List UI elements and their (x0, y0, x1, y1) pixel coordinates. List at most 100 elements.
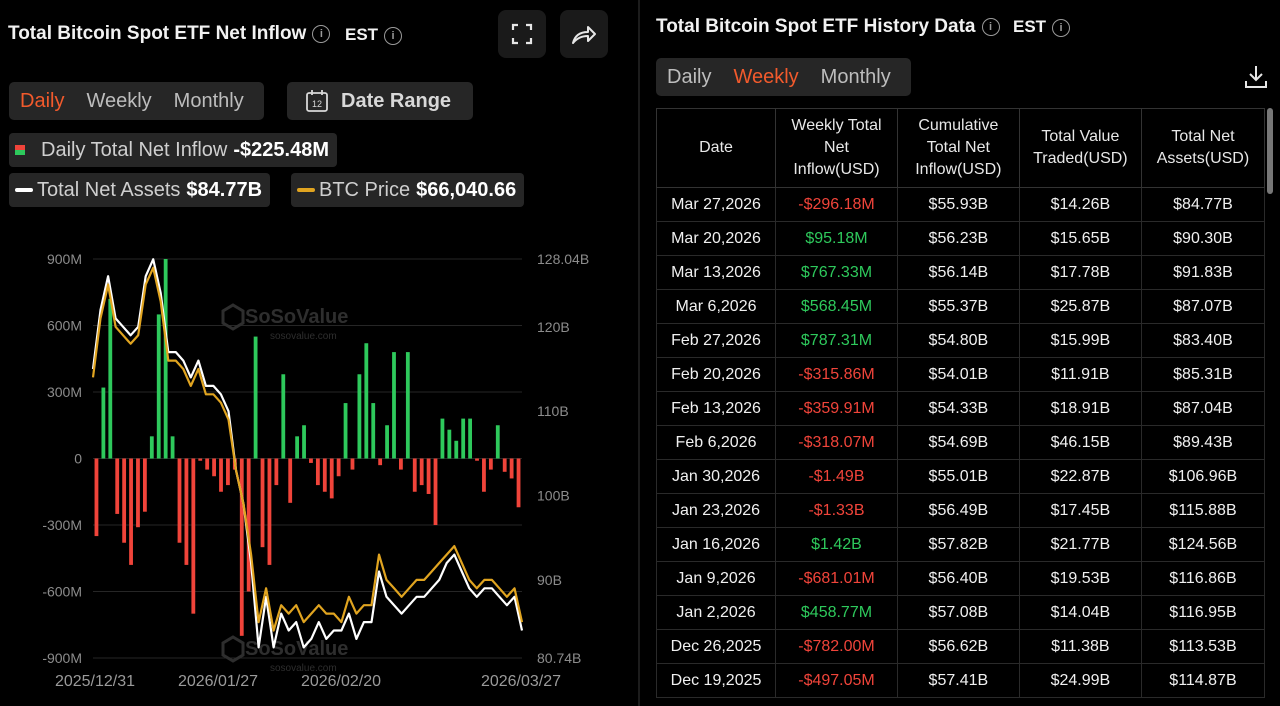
fullscreen-icon (511, 23, 533, 45)
inflow-bar (364, 343, 369, 459)
fullscreen-button[interactable] (498, 10, 546, 58)
x-axis-tick-label: 2026/01/27 (178, 673, 258, 690)
history-timezone-info-icon[interactable]: i (1052, 18, 1071, 37)
inflow-bar (399, 458, 403, 470)
table-row[interactable]: Dec 26,2025 -$782.00M $56.62B $11.38B $113.5… (655, 629, 1266, 664)
history-interval-tabs: Daily Weekly Monthly (656, 58, 911, 96)
column-header[interactable]: Total Value Traded(USD) (1018, 108, 1142, 188)
table-cell: $90.30B (1140, 221, 1266, 256)
inflow-bar (454, 440, 459, 459)
table-row[interactable]: Mar 20,2026 $95.18M $56.23B $15.65B $90.30B (655, 221, 1266, 256)
assets-legend-label: Total Net Assets (37, 178, 181, 201)
interval-tabs: Daily Weekly Monthly (9, 82, 264, 120)
right-axis-tick-label: 110B (537, 403, 569, 419)
column-header[interactable]: Date (655, 108, 777, 188)
inflow-bar (156, 314, 161, 459)
left-axis-tick-label: 900M (47, 251, 82, 267)
column-header-line: Date (699, 139, 733, 156)
table-row[interactable]: Feb 13,2026 -$359.91M $54.33B $18.91B $87.04… (655, 391, 1266, 426)
svg-text:12: 12 (312, 99, 322, 109)
column-header-line: Traded(USD) (1033, 150, 1128, 167)
table-cell: $85.31B (1140, 357, 1266, 392)
table-cell: $57.82B (896, 527, 1020, 562)
table-scrollbar[interactable] (1267, 108, 1273, 194)
table-cell: $87.07B (1140, 289, 1266, 324)
tab-daily[interactable]: Daily (20, 89, 65, 112)
table-cell: $56.49B (896, 493, 1020, 528)
table-cell: $56.40B (896, 561, 1020, 596)
table-cell: $116.95B (1140, 595, 1266, 630)
tab-monthly[interactable]: Monthly (173, 89, 244, 112)
column-header-line: Inflow(USD) (915, 161, 1002, 178)
table-row[interactable]: Dec 19,2025 -$497.05M $57.41B $24.99B $114.8… (655, 663, 1266, 698)
timezone-text: EST (345, 25, 379, 44)
btc-line-icon (297, 188, 315, 192)
table-cell: $54.33B (896, 391, 1020, 426)
legend-btc-price[interactable]: BTC Price $66,040.66 (291, 173, 525, 207)
inflow-swatch-icon (15, 145, 25, 155)
inflow-bar (419, 458, 424, 486)
share-button[interactable] (560, 10, 608, 58)
inflow-bar (488, 458, 493, 470)
history-tab-daily[interactable]: Daily (667, 65, 712, 88)
table-row[interactable]: Feb 27,2026 $787.31M $54.80B $15.99B $83.40B (655, 323, 1266, 358)
download-icon[interactable] (1243, 64, 1269, 90)
table-row[interactable]: Jan 2,2026 $458.77M $57.08B $14.04B $116.95B (655, 595, 1266, 630)
table-cell: $57.41B (896, 663, 1020, 698)
legend-net-inflow[interactable]: Daily Total Net Inflow -$225.48M (9, 133, 338, 167)
watermark-text: SoSoValue (245, 306, 348, 328)
table-cell: -$782.00M (775, 629, 898, 664)
table-row[interactable]: Jan 16,2026 $1.42B $57.82B $21.77B $124.56B (655, 527, 1266, 562)
inflow-bar (392, 352, 396, 459)
calendar-icon: 12 (306, 90, 328, 112)
table-row[interactable]: Jan 9,2026 -$681.01M $56.40B $19.53B $116.86… (655, 561, 1266, 596)
table-cell: -$1.33B (775, 493, 898, 528)
net-inflow-chart[interactable]: 900M 600M 300M 0 -300M -600M -900M 128.04B 120B 1… (0, 240, 638, 706)
inflow-bar (288, 458, 293, 503)
table-cell: $116.86B (1140, 561, 1266, 596)
table-row[interactable]: Jan 23,2026 -$1.33B $56.49B $17.45B $115.88B (655, 493, 1266, 528)
inflow-bar (385, 425, 389, 459)
table-row[interactable]: Mar 13,2026 $767.33M $56.14B $17.78B $91.83B (655, 255, 1266, 290)
left-axis-tick-label: -300M (42, 517, 82, 533)
watermark-subtext: sosovalue.com (270, 663, 337, 674)
inflow-bar (184, 458, 189, 565)
table-cell: $1.42B (775, 527, 898, 562)
table-row[interactable]: Feb 6,2026 -$318.07M $54.69B $46.15B $89.43B (655, 425, 1266, 460)
date-range-label: Date Range (341, 89, 452, 112)
table-cell: $89.43B (1140, 425, 1266, 460)
table-cell: $11.91B (1018, 357, 1142, 392)
table-cell: $113.53B (1140, 629, 1266, 664)
table-row[interactable]: Mar 6,2026 $568.45M $55.37B $25.87B $87.07B (655, 289, 1266, 324)
inflow-bar (315, 458, 320, 486)
table-cell: $54.01B (896, 357, 1020, 392)
assets-legend-value: $84.77B (186, 178, 263, 201)
table-cell: -$1.49B (775, 459, 898, 494)
table-cell: $18.91B (1018, 391, 1142, 426)
inflow-bar (461, 418, 466, 459)
column-header[interactable]: Cumulative Total Net Inflow(USD) (896, 108, 1020, 188)
legend-total-net-assets[interactable]: Total Net Assets $84.77B (9, 173, 271, 207)
date-range-button[interactable]: 12 Date Range (287, 82, 473, 120)
inflow-bar (502, 458, 507, 472)
inflow-bar (336, 458, 341, 477)
table-row[interactable]: Jan 30,2026 -$1.49B $55.01B $22.87B $106.96B (655, 459, 1266, 494)
timezone-info-icon[interactable]: i (384, 26, 403, 45)
table-cell: Feb 20,2026 (655, 357, 777, 392)
inflow-bar (302, 425, 306, 459)
info-icon[interactable]: i (312, 24, 331, 43)
column-header[interactable]: Weekly Total Net Inflow(USD) (775, 108, 898, 188)
watermark-subtext: sosovalue.com (270, 331, 337, 342)
left-axis-tick-label: 600M (47, 318, 82, 334)
table-row[interactable]: Feb 20,2026 -$315.86M $54.01B $11.91B $85.31… (655, 357, 1266, 392)
table-cell: Mar 13,2026 (655, 255, 777, 290)
tab-weekly[interactable]: Weekly (86, 89, 152, 112)
history-tab-monthly[interactable]: Monthly (820, 65, 891, 88)
history-info-icon[interactable]: i (981, 17, 1000, 36)
inflow-bar (108, 298, 113, 459)
history-tab-weekly[interactable]: Weekly (733, 65, 799, 88)
table-row[interactable]: Mar 27,2026 -$296.18M $55.93B $14.26B $84.77… (655, 187, 1266, 222)
x-axis-tick-label: 2026/03/27 (481, 673, 561, 690)
table-cell: $14.04B (1018, 595, 1142, 630)
column-header[interactable]: Total Net Assets(USD) (1140, 108, 1266, 188)
